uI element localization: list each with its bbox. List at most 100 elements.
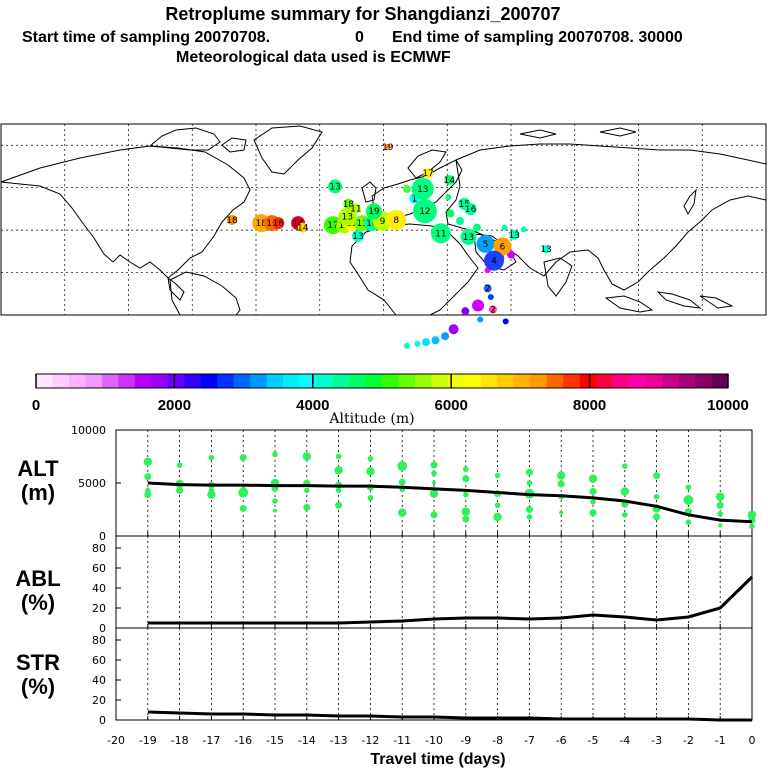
altitude-cluster-dot <box>589 487 597 495</box>
altitude-cluster-dot <box>367 495 374 501</box>
x-tick-label: -17 <box>202 734 220 747</box>
plume-markers: 1818161614141712111310981313131811191191… <box>226 143 552 316</box>
colorbar-tick-labels: 0 2000 4000 6000 8000 10000 <box>32 374 749 414</box>
plume-dot <box>446 209 455 218</box>
plume-marker <box>412 199 437 224</box>
plume-marker <box>484 250 504 271</box>
altitude-cluster-dot <box>398 478 406 486</box>
plume-marker-label: 18 <box>226 216 238 226</box>
colorbar-cell <box>151 374 169 388</box>
colorbar-cell <box>645 374 663 388</box>
plume-marker <box>350 203 361 214</box>
x-tick-label: -9 <box>460 734 471 747</box>
colorbar-cell <box>200 374 218 388</box>
sampling-start-seconds: 0 <box>355 29 364 46</box>
sampling-end-text: End time of sampling 20070708. 30000 <box>392 29 683 46</box>
altitude-cluster-dot <box>716 492 725 501</box>
plume-dot <box>441 332 450 341</box>
mean-altitude-line <box>147 481 753 524</box>
str-plot-ytick-label: 40 <box>92 674 106 687</box>
str-plot-ytick-label: 20 <box>92 694 106 707</box>
abl-plot-ytick-label: 80 <box>92 542 106 555</box>
plume-marker-label: 13 <box>357 219 368 229</box>
altitude-cluster-dot <box>462 475 470 483</box>
abl-plot-ytick-label: 40 <box>92 582 106 595</box>
altitude-cluster-dot <box>304 487 310 494</box>
altitude-cluster-dot <box>208 454 215 461</box>
altitude-cluster-dot <box>398 508 407 517</box>
plume-marker <box>384 143 391 150</box>
colorbar-tick-label: 10000 <box>707 397 749 414</box>
plume-marker-label: 16 <box>273 219 285 229</box>
altitude-cluster-dot <box>463 466 469 473</box>
plume-marker <box>509 229 520 240</box>
plume-marker-label: 18 <box>343 200 355 210</box>
colorbar-cell <box>596 374 613 388</box>
colorbar-cell <box>101 374 119 388</box>
met-data-text: Meteorological data used is ECMWF <box>176 49 451 66</box>
colorbar-cell <box>250 374 267 388</box>
plume-marker <box>365 203 382 220</box>
plume-dot <box>520 226 527 233</box>
altitude-cluster-dot <box>176 462 183 468</box>
plume-marker-label: 11 <box>435 229 446 239</box>
plume-dot <box>403 342 410 349</box>
x-tick-label: -20 <box>107 734 125 747</box>
altitude-cluster-dot <box>747 510 757 519</box>
colorbar-cell <box>349 374 366 388</box>
colorbar-cell <box>612 374 630 388</box>
x-tick-label: -15 <box>266 734 284 747</box>
colorbar-cell <box>629 374 646 388</box>
colorbar-cell <box>695 374 712 388</box>
plume-marker-label: 2 <box>490 305 496 315</box>
altitude-cluster-dot <box>717 510 723 517</box>
colorbar-cell <box>316 374 333 388</box>
plume-marker-label: 13 <box>463 233 474 243</box>
colorbar-label: Altitude (m) <box>328 411 414 427</box>
alt-panel: ALT (m) 0 5000 10000 <box>17 424 757 543</box>
colorbar-cell <box>52 374 70 388</box>
plume-marker-label: 6 <box>500 242 506 252</box>
plume-marker-label: 12 <box>338 221 349 231</box>
plume-marker <box>476 234 495 253</box>
plume-marker <box>423 168 434 179</box>
colorbar-cell <box>184 374 202 388</box>
x-tick-label: 0 <box>749 734 756 747</box>
plume-marker <box>226 214 237 225</box>
x-tick-label: -16 <box>234 734 252 747</box>
plume-marker-label: 5 <box>483 240 489 250</box>
colorbar-cell <box>530 374 548 388</box>
str-panel-unit: (%) <box>21 674 55 699</box>
colorbar-cells <box>36 374 729 388</box>
plume-marker-label: 19 <box>368 207 380 217</box>
plume-marker-label: 8 <box>393 216 399 226</box>
colorbar-cell <box>711 374 729 388</box>
plume-marker <box>542 245 551 254</box>
altitude-cluster-dot <box>335 453 342 460</box>
colorbar-cell <box>414 374 432 388</box>
plume-marker <box>464 203 477 216</box>
plume-marker-label: 13 <box>342 213 353 223</box>
altitude-cluster-dot <box>334 466 343 475</box>
altitude-cluster-dot <box>494 502 501 509</box>
altitude-cluster-dot <box>207 490 216 499</box>
plume-marker-label: 13 <box>352 232 363 242</box>
altitude-cluster-dot <box>272 451 278 458</box>
plume-marker-label: 14 <box>297 224 309 234</box>
alt-plot-ytick-label: 10000 <box>71 424 106 437</box>
alt-plot-ytick-label: 0 <box>99 530 106 543</box>
colorbar-cell <box>678 374 696 388</box>
plume-marker-label: 19 <box>382 143 394 153</box>
plume-marker-label: 14 <box>444 176 456 186</box>
altitude-cluster-dot <box>144 473 152 481</box>
altitude-cluster-dot <box>557 471 566 480</box>
altitude-cluster-dot <box>494 472 501 479</box>
plume-dot <box>473 223 481 232</box>
x-tick-label: -3 <box>651 734 662 747</box>
altitude-cluster-dot <box>239 454 247 462</box>
plume-marker <box>493 237 512 256</box>
plume-marker-label: 13 <box>540 245 551 255</box>
plume-marker <box>483 284 492 293</box>
alt-plot: 0 5000 10000 <box>71 424 757 543</box>
